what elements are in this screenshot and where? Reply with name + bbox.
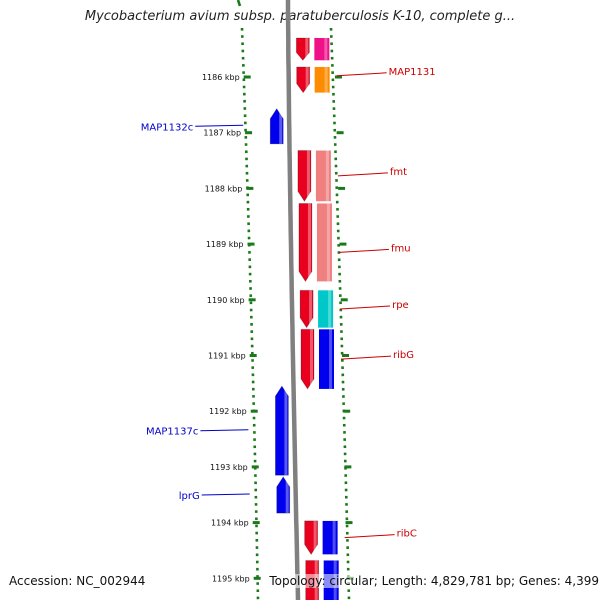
gene-arrow-shine: [279, 108, 283, 144]
cog-box-shine: [324, 38, 328, 61]
gene-arrow: [276, 476, 291, 514]
cog-box-shine: [326, 203, 330, 282]
cog-box: [319, 329, 335, 389]
gene-label: MAP1137c: [146, 427, 198, 438]
gene-arrow: [300, 328, 315, 390]
gene-label-leader: [338, 248, 389, 253]
dotted-guide-left-top: [236, 0, 242, 7]
gene-arrow-shine: [313, 520, 317, 555]
gene-label: ribG: [393, 350, 414, 361]
gene-label-leader: [201, 493, 250, 496]
scale-label: 1188 kbp: [205, 184, 243, 193]
cog-box: [314, 66, 330, 93]
gene-label: ribC: [397, 529, 417, 540]
cog-box: [316, 203, 332, 282]
cog-box: [322, 520, 338, 555]
cog-box-shine: [332, 520, 336, 555]
dotted-guide-right: [329, 27, 351, 600]
gene-label-leader: [344, 534, 395, 539]
scale-label: 1195 kbp: [212, 574, 250, 583]
scale-label: 1194 kbp: [211, 519, 249, 528]
gene-arrow-shine: [307, 203, 311, 282]
gene-features: [269, 37, 339, 600]
scale-label: 1190 kbp: [207, 296, 245, 305]
gene-arrow: [274, 385, 289, 476]
gene-arrow-shine: [305, 66, 309, 93]
map-title: Mycobacterium avium subsp. paratuberculo…: [84, 9, 516, 24]
accession-label: Accession: NC_002944: [9, 574, 146, 588]
dotted-guides: [236, 0, 351, 600]
gene-label-leader: [337, 172, 388, 177]
gene-arrow: [295, 37, 310, 61]
gene-arrow: [299, 289, 314, 329]
cog-box: [318, 290, 334, 328]
gene-label-leader: [200, 429, 249, 432]
gene-arrow-shine: [310, 329, 314, 389]
gene-label-leader: [195, 124, 244, 127]
gene-label: fmu: [391, 243, 411, 254]
gene-label: fmt: [390, 167, 407, 178]
gene-label: MAP1132c: [141, 122, 193, 133]
gene-label-leader: [336, 72, 387, 77]
genome-backbone: [285, 0, 301, 600]
backbone-line: [285, 0, 301, 600]
gene-arrow: [297, 150, 312, 202]
scale-ticks: 1186 kbp 1187 kbp 1188 kbp 1189 kbp 1190 kbp…: [202, 73, 354, 583]
gene-label-leader: [340, 355, 392, 360]
scale-label: 1187 kbp: [203, 129, 241, 138]
gene-arrow-shine: [309, 290, 313, 328]
gene-labels: MAP1131 MAP1132c fmt fmu rpe ribG MAP1137c lprG…: [141, 67, 436, 540]
gene-arrow-shine: [285, 476, 289, 514]
cog-box: [314, 38, 330, 61]
genome-summary: Topology: circular; Length: 4,829,781 bp…: [269, 574, 599, 588]
scale-label: 1192 kbp: [209, 407, 247, 416]
gene-arrow-shine: [284, 386, 288, 476]
cog-box: [315, 150, 331, 202]
gene-label: rpe: [392, 300, 409, 311]
cog-box-shine: [328, 290, 332, 328]
gene-arrow-shine: [305, 38, 309, 61]
scale-label: 1193 kbp: [210, 463, 248, 472]
gene-arrow-shine: [306, 150, 310, 202]
cog-box-shine: [325, 150, 329, 202]
gene-label: MAP1131: [389, 67, 436, 78]
gene-arrow: [298, 203, 313, 283]
dotted-guide-left: [240, 27, 260, 600]
cog-box-shine: [324, 66, 328, 93]
gene-label: lprG: [179, 491, 200, 502]
gene-arrow: [296, 66, 311, 94]
scale-label: 1189 kbp: [206, 240, 244, 249]
gene-arrow: [269, 108, 284, 145]
cog-box-shine: [329, 329, 333, 389]
scale-label: 1186 kbp: [202, 73, 240, 82]
scale-label: 1191 kbp: [208, 352, 246, 361]
gene-label-leader: [340, 305, 391, 310]
gene-arrow: [304, 520, 319, 556]
